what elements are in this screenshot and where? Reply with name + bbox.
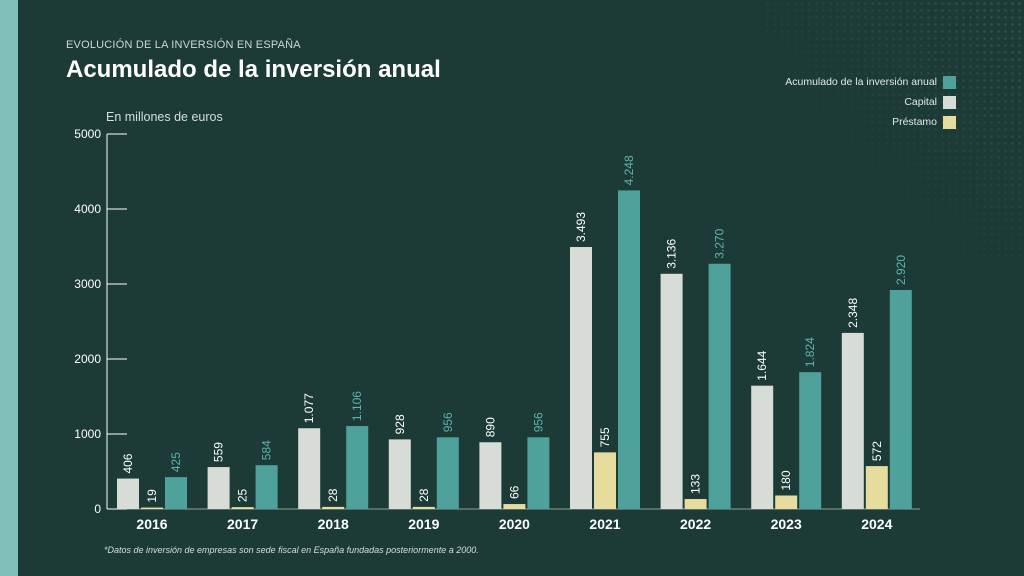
bar-capital-2019	[388, 439, 411, 509]
data-label-prestamo-2017: 25	[236, 488, 250, 502]
data-label-prestamo-2024: 572	[870, 441, 884, 461]
bar-capital-2018	[298, 428, 321, 509]
data-label-capital-2022: 3.136	[665, 238, 679, 268]
data-label-acumulado-2021: 4.248	[622, 155, 636, 185]
x-category-label-2020: 2020	[499, 516, 530, 532]
bar-prestamo-2016	[141, 507, 163, 509]
bar-prestamo-2018	[322, 506, 345, 509]
data-label-prestamo-2016: 19	[145, 489, 159, 503]
y-tick-label: 5000	[74, 127, 101, 141]
legend-item-acumulado: Acumulado de la inversión anual	[785, 72, 956, 92]
bar-prestamo-2022	[684, 499, 707, 509]
legend-swatch-acumulado	[943, 75, 956, 89]
data-label-capital-2017: 559	[212, 442, 226, 462]
bar-capital-2022	[660, 273, 683, 509]
bar-prestamo-2020	[503, 504, 526, 509]
data-label-acumulado-2019: 956	[441, 412, 455, 432]
data-label-prestamo-2019: 28	[417, 488, 431, 502]
bar-prestamo-2017	[231, 507, 254, 509]
bar-capital-2017	[207, 467, 230, 509]
data-label-prestamo-2018: 28	[326, 488, 340, 502]
legend-label-acumulado: Acumulado de la inversión anual	[785, 76, 937, 88]
bar-acumulado-2023	[799, 372, 822, 509]
y-tick-label: 1000	[74, 427, 101, 441]
data-label-acumulado-2024: 2.920	[894, 255, 908, 285]
legend-item-capital: Capital	[785, 92, 956, 112]
data-label-prestamo-2022: 133	[689, 474, 703, 494]
bar-capital-2020	[479, 442, 502, 509]
legend-label-capital: Capital	[904, 96, 937, 108]
x-category-label-2016: 2016	[136, 516, 167, 532]
bar-prestamo-2021	[594, 452, 616, 509]
chart-title: Acumulado de la inversión anual	[66, 56, 441, 83]
dot-pattern-decoration	[764, 0, 1024, 260]
legend: Acumulado de la inversión anual Capital …	[785, 72, 956, 132]
legend-item-prestamo: Préstamo	[785, 112, 956, 132]
bar-acumulado-2024	[889, 290, 912, 509]
bar-acumulado-2018	[346, 426, 369, 509]
bar-acumulado-2020	[527, 437, 550, 509]
data-label-prestamo-2021: 755	[598, 427, 612, 447]
data-label-acumulado-2023: 1.824	[803, 337, 817, 367]
data-label-acumulado-2017: 584	[260, 440, 274, 460]
bar-acumulado-2017	[255, 465, 278, 509]
y-tick-label: 4000	[74, 202, 101, 216]
bar-acumulado-2021	[618, 190, 640, 509]
data-label-capital-2020: 890	[483, 417, 497, 437]
footnote: *Datos de inversión de empresas son sede…	[104, 545, 479, 555]
legend-label-prestamo: Préstamo	[892, 116, 937, 128]
y-tick-label: 2000	[74, 352, 101, 366]
x-category-label-2018: 2018	[318, 516, 349, 532]
bar-acumulado-2022	[708, 263, 731, 509]
y-axis-unit-label: En millones de euros	[106, 110, 223, 124]
x-category-label-2022: 2022	[680, 516, 711, 532]
data-label-acumulado-2020: 956	[531, 412, 545, 432]
bar-capital-2023	[751, 385, 774, 509]
data-label-capital-2021: 3.493	[574, 212, 588, 242]
bar-prestamo-2023	[775, 495, 798, 509]
data-label-acumulado-2016: 425	[169, 452, 183, 472]
x-category-label-2017: 2017	[227, 516, 258, 532]
bar-capital-2016	[117, 478, 139, 509]
bar-prestamo-2024	[865, 466, 888, 509]
bar-capital-2021	[570, 247, 592, 509]
legend-swatch-prestamo	[943, 115, 956, 129]
data-label-prestamo-2023: 180	[779, 470, 793, 490]
sidebar-accent	[0, 0, 18, 576]
bar-capital-2024	[841, 332, 864, 509]
data-label-acumulado-2022: 3.270	[713, 228, 727, 258]
data-label-acumulado-2018: 1.106	[350, 391, 364, 421]
x-category-label-2019: 2019	[408, 516, 439, 532]
bar-acumulado-2019	[436, 437, 459, 509]
data-label-capital-2016: 406	[121, 453, 135, 473]
data-label-capital-2024: 2.348	[846, 298, 860, 328]
x-category-label-2024: 2024	[861, 516, 892, 532]
y-tick-label: 0	[94, 502, 101, 516]
data-label-prestamo-2020: 66	[507, 485, 521, 499]
data-label-capital-2019: 928	[393, 414, 407, 434]
chart-kicker: EVOLUCIÓN DE LA INVERSIÓN EN ESPAÑA	[66, 39, 301, 51]
bar-acumulado-2016	[165, 477, 187, 509]
data-label-capital-2023: 1.644	[755, 350, 769, 380]
x-category-label-2023: 2023	[771, 516, 802, 532]
y-tick-label: 3000	[74, 277, 101, 291]
legend-swatch-capital	[943, 95, 956, 109]
data-label-capital-2018: 1.077	[302, 393, 316, 423]
x-category-label-2021: 2021	[589, 516, 620, 532]
bar-prestamo-2019	[412, 506, 435, 509]
